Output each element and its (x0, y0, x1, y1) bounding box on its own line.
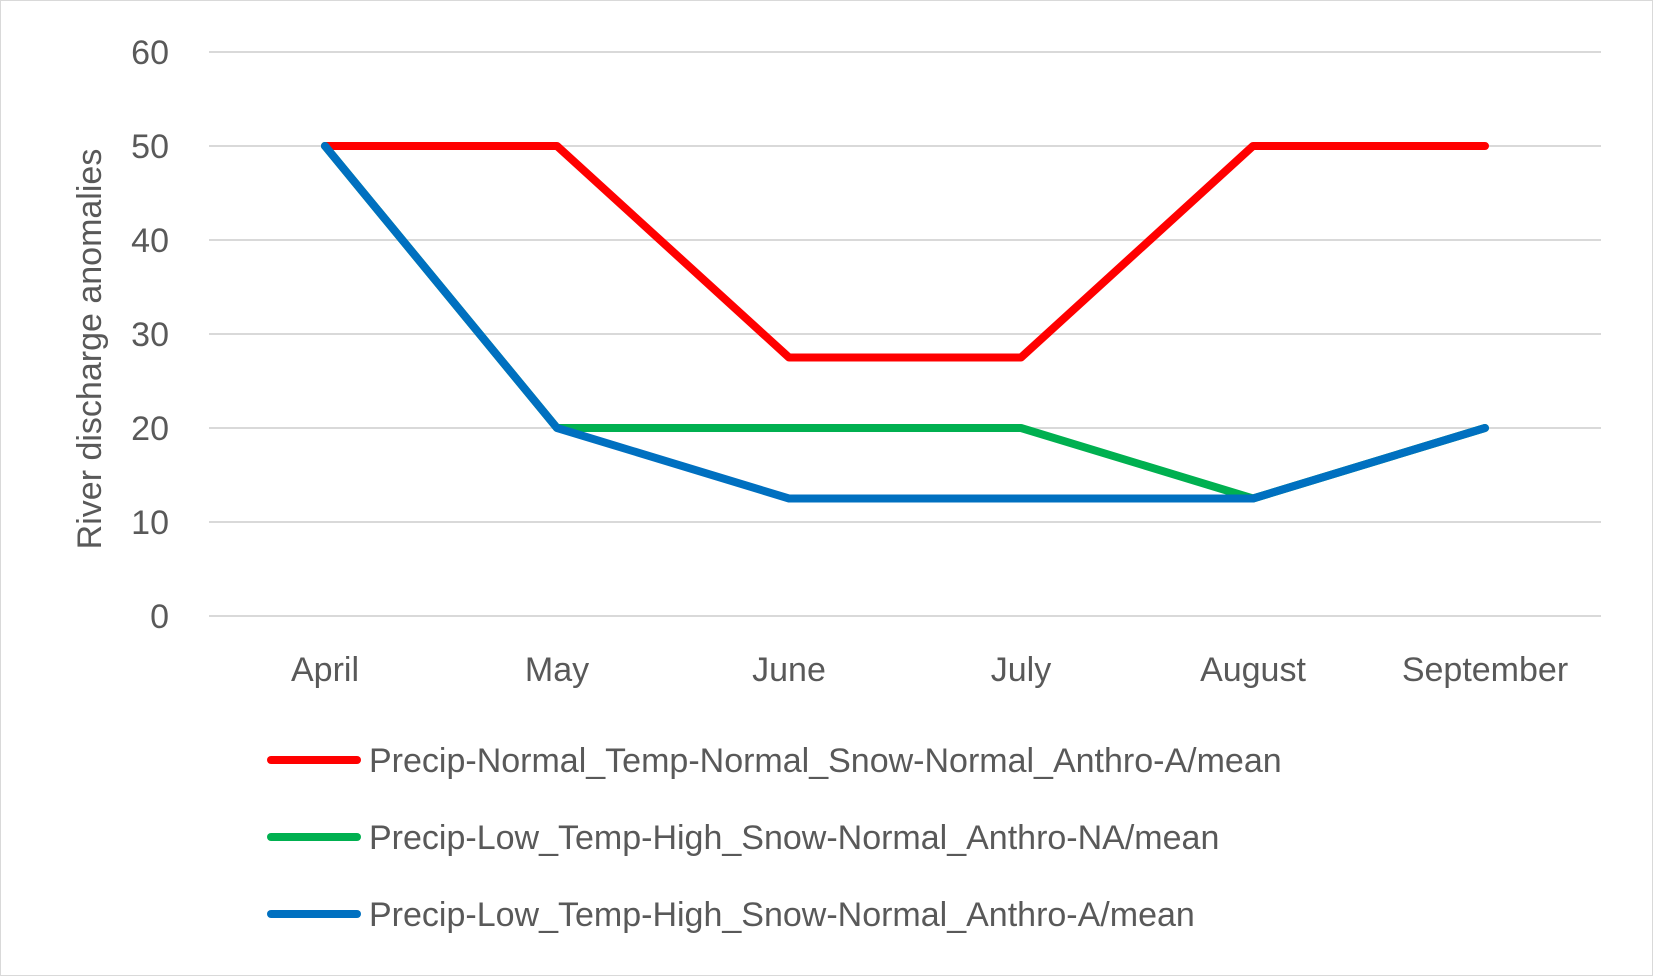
y-tick-label: 40 (131, 222, 169, 260)
y-tick-label: 0 (150, 598, 169, 636)
series-line-3 (321, 142, 1489, 503)
legend-label-1: Precip-Normal_Temp-Normal_Snow-Normal_An… (369, 742, 1282, 780)
y-tick-label: 10 (131, 504, 169, 542)
legend: Precip-Normal_Temp-Normal_Snow-Normal_An… (267, 742, 1282, 934)
legend-label-3: Precip-Low_Temp-High_Snow-Normal_Anthro-… (369, 896, 1195, 934)
x-tick-label: April (291, 651, 359, 689)
series-line-2 (321, 142, 1489, 503)
y-tick-label: 30 (131, 316, 169, 354)
series-lines (321, 142, 1489, 503)
y-axis-tick-labels: 0 10 20 30 40 50 60 (131, 34, 169, 636)
y-tick-label: 20 (131, 410, 169, 448)
x-tick-label: August (1200, 651, 1306, 689)
x-tick-label: May (525, 651, 589, 689)
legend-label-2: Precip-Low_Temp-High_Snow-Normal_Anthro-… (369, 819, 1219, 857)
y-axis-title: River discharge anomalies (71, 149, 109, 550)
x-tick-label: June (752, 651, 826, 689)
x-axis-tick-labels: April May June July August September (291, 651, 1568, 689)
y-tick-label: 60 (131, 34, 169, 72)
y-tick-label: 50 (131, 128, 169, 166)
x-tick-label: September (1402, 651, 1568, 689)
x-tick-label: July (991, 651, 1051, 689)
series-line-1 (321, 142, 1489, 362)
gridlines (209, 51, 1601, 617)
